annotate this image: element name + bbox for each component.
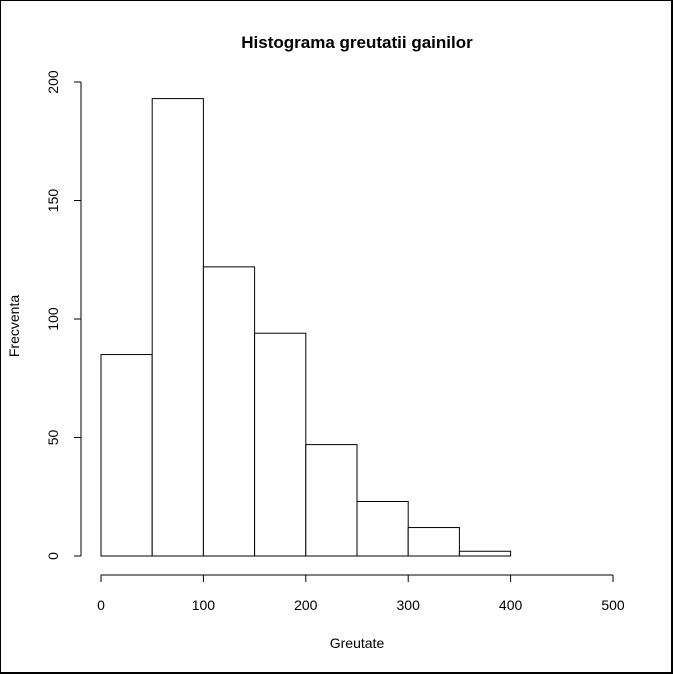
y-tick-label-4: 200 — [45, 70, 61, 94]
x-tick-label-2: 200 — [294, 597, 318, 613]
chart-title: Histograma greutatii gainilor — [241, 33, 473, 52]
histogram-bar-4 — [305, 444, 358, 557]
bars-group — [100, 98, 512, 557]
histogram-bar-6 — [407, 527, 460, 557]
y-tick-label-0: 0 — [45, 552, 61, 560]
x-axis: 0 100 200 300 400 500 — [97, 574, 625, 613]
histogram-bar-7 — [458, 550, 512, 557]
histogram-bar-5 — [356, 500, 409, 557]
x-tick-label-1: 100 — [192, 597, 216, 613]
y-tick-label-2: 100 — [45, 307, 61, 331]
x-tick-label-4: 400 — [499, 597, 523, 613]
y-tick-label-3: 150 — [45, 189, 61, 213]
x-tick-label-5: 500 — [601, 597, 625, 613]
y-axis-label: Frecventa — [6, 295, 22, 357]
histogram-bar-1 — [151, 98, 204, 557]
x-tick-label-3: 300 — [397, 597, 421, 613]
x-tick-label-0: 0 — [97, 597, 105, 613]
y-tick-label-1: 50 — [45, 430, 61, 446]
histogram-bar-3 — [254, 332, 307, 557]
histogram-bar-2 — [202, 266, 256, 557]
x-axis-label: Greutate — [330, 635, 385, 651]
y-axis: 0 50 100 150 200 — [45, 70, 82, 560]
histogram-bar-0 — [100, 354, 153, 557]
